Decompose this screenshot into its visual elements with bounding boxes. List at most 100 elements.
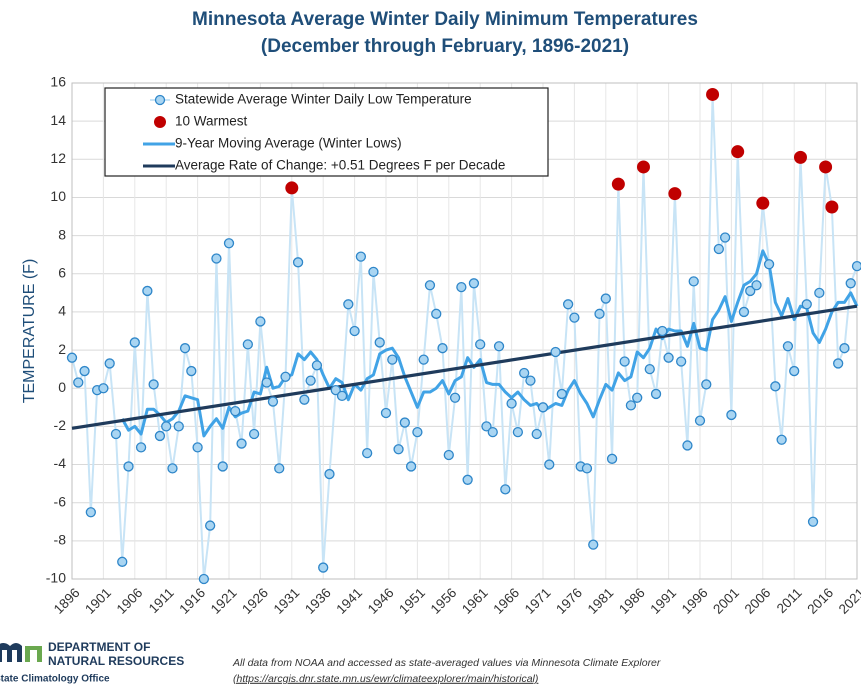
data-point xyxy=(111,430,120,439)
legend-label: 9-Year Moving Average (Winter Lows) xyxy=(175,136,402,151)
data-point xyxy=(589,540,598,549)
data-point xyxy=(714,244,723,253)
data-point xyxy=(608,454,617,463)
y-tick-label: 16 xyxy=(50,74,66,90)
legend-item: 9-Year Moving Average (Winter Lows) xyxy=(143,136,402,151)
data-point xyxy=(124,462,133,471)
data-point xyxy=(696,416,705,425)
data-point xyxy=(312,361,321,370)
data-point xyxy=(444,451,453,460)
data-point xyxy=(143,286,152,295)
data-point xyxy=(557,389,566,398)
data-point xyxy=(846,279,855,288)
warm-point xyxy=(637,160,650,173)
x-tick-label: 2016 xyxy=(804,585,836,617)
data-point xyxy=(306,376,315,385)
data-point xyxy=(187,367,196,376)
y-tick-label: -2 xyxy=(54,417,67,433)
data-point xyxy=(539,403,548,412)
data-point xyxy=(834,359,843,368)
x-tick-label: 2021 xyxy=(836,585,861,617)
x-tick-label: 1961 xyxy=(459,585,491,617)
data-point xyxy=(262,378,271,387)
data-point xyxy=(294,258,303,267)
data-point xyxy=(99,384,108,393)
chart-title: Minnesota Average Winter Daily Minimum T… xyxy=(192,9,698,30)
data-point xyxy=(721,233,730,242)
data-point xyxy=(407,462,416,471)
data-point xyxy=(601,294,610,303)
data-point xyxy=(174,422,183,431)
y-tick-label: 0 xyxy=(58,379,66,395)
data-point xyxy=(400,418,409,427)
x-tick-label: 2006 xyxy=(742,585,774,617)
x-tick-label: 1911 xyxy=(146,585,177,616)
data-point xyxy=(394,445,403,454)
data-point xyxy=(388,355,397,364)
data-point xyxy=(513,428,522,437)
data-point xyxy=(118,557,127,566)
data-point xyxy=(595,309,604,318)
data-point xyxy=(212,254,221,263)
chart-subtitle: (December through February, 1896-2021) xyxy=(261,36,629,57)
data-point xyxy=(652,389,661,398)
x-tick-label: 1906 xyxy=(114,585,146,617)
data-point xyxy=(853,262,861,271)
warm-point xyxy=(668,187,681,200)
y-tick-label: -4 xyxy=(54,455,67,471)
data-point xyxy=(765,260,774,269)
warm-point xyxy=(819,160,832,173)
data-point xyxy=(231,407,240,416)
legend-label: 10 Warmest xyxy=(175,114,248,129)
x-tick-label: 1936 xyxy=(302,585,334,617)
data-point xyxy=(545,460,554,469)
data-point xyxy=(356,252,365,261)
legend-label: Statewide Average Winter Daily Low Tempe… xyxy=(175,92,472,107)
data-point xyxy=(162,422,171,431)
x-tick-label: 1901 xyxy=(82,585,114,617)
data-point xyxy=(702,380,711,389)
warm-point xyxy=(794,151,807,164)
logo-mark xyxy=(0,643,22,662)
data-point xyxy=(771,382,780,391)
legend-swatch xyxy=(154,116,166,128)
y-tick-label: 6 xyxy=(58,264,66,280)
x-tick-label: 1956 xyxy=(428,585,460,617)
legend-item: Average Rate of Change: +0.51 Degrees F … xyxy=(143,158,505,173)
data-point xyxy=(199,575,208,584)
data-point xyxy=(469,279,478,288)
data-point xyxy=(689,277,698,286)
data-point xyxy=(319,563,328,572)
data-point xyxy=(790,367,799,376)
x-tick-label: 1986 xyxy=(616,585,648,617)
data-point xyxy=(777,435,786,444)
x-tick-label: 1946 xyxy=(365,585,397,617)
data-point xyxy=(752,281,761,290)
data-point xyxy=(225,239,234,248)
legend-item: Statewide Average Winter Daily Low Tempe… xyxy=(150,92,472,107)
logo-text: NATURAL RESOURCES xyxy=(48,654,184,668)
data-point xyxy=(425,281,434,290)
data-point xyxy=(739,307,748,316)
data-point xyxy=(419,355,428,364)
legend-swatch xyxy=(156,96,165,105)
data-point xyxy=(218,462,227,471)
data-point xyxy=(582,464,591,473)
logo-text: DEPARTMENT OF xyxy=(48,640,150,654)
data-point xyxy=(677,357,686,366)
data-point xyxy=(664,353,673,362)
x-tick-label: 2011 xyxy=(774,585,805,616)
data-point xyxy=(86,508,95,517)
data-point xyxy=(80,367,89,376)
data-point xyxy=(451,393,460,402)
data-point xyxy=(564,300,573,309)
x-tick-label: 1931 xyxy=(271,585,303,617)
x-tick-label: 1981 xyxy=(585,585,617,617)
footer-url: (https://arcgis.dnr.state.mn.us/ewr/clim… xyxy=(233,673,538,685)
data-point xyxy=(105,359,114,368)
warm-point xyxy=(756,197,769,210)
data-point xyxy=(74,378,83,387)
data-point xyxy=(815,288,824,297)
warm-point xyxy=(706,88,719,101)
data-point xyxy=(551,347,560,356)
